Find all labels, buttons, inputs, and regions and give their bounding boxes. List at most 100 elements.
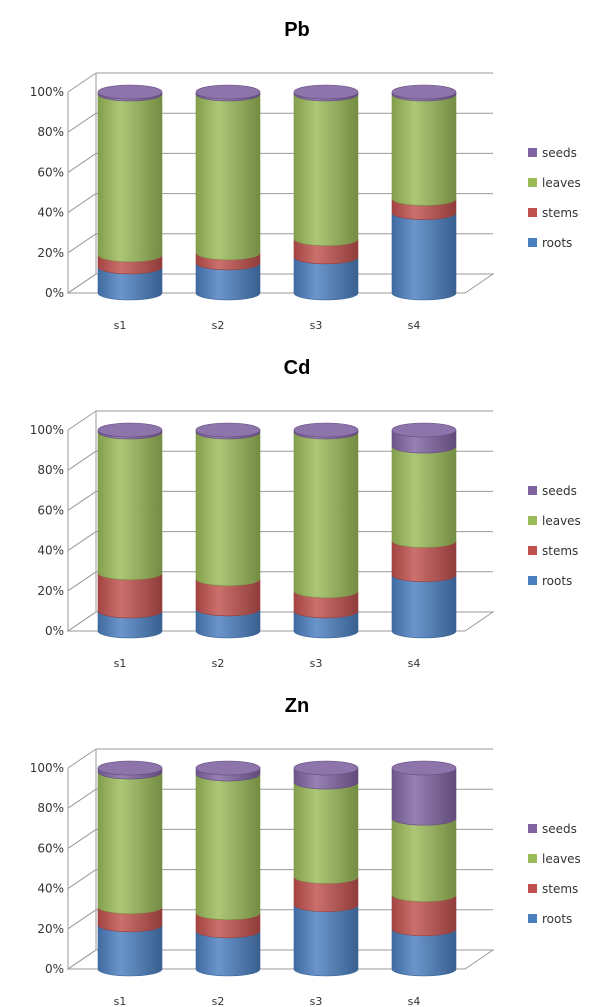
bar-top-s1	[97, 760, 163, 776]
bar-top-s1	[97, 84, 163, 100]
bar-segment-leaves-s4	[391, 93, 457, 206]
bar-segment-leaves-s4	[391, 818, 457, 902]
bar-segment-roots-s3	[293, 904, 359, 977]
gridline-side	[67, 531, 97, 552]
bar-segment-seeds-s4	[391, 767, 457, 826]
bar-segment-leaves-s3	[293, 781, 359, 884]
legend-label-roots: roots	[542, 236, 572, 250]
x-tick-label: s3	[310, 319, 323, 332]
legend-label-stems: stems	[542, 206, 578, 220]
y-tick-label: 40%	[37, 206, 64, 220]
bar-top-s2	[195, 84, 261, 100]
y-tick-label: 100%	[30, 423, 64, 437]
y-tick-label: 20%	[37, 922, 64, 936]
y-tick-label: 80%	[37, 801, 64, 815]
legend-label-seeds: seeds	[542, 822, 577, 836]
chart-panel-zn: Zn 0% 20% 40% 60% 80% 100% s1 s2 s3 s4 seeds leaves s…	[30, 695, 581, 1007]
legend-label-leaves: leaves	[542, 852, 581, 866]
legend-swatch-seeds	[528, 148, 537, 157]
gridline-side	[67, 193, 97, 214]
x-tick-label: s1	[114, 657, 127, 670]
bar-segment-roots-s1	[97, 924, 163, 977]
x-tick-label: s3	[310, 657, 323, 670]
x-tick-label: s2	[212, 657, 225, 670]
bar-segment-roots-s4	[391, 574, 457, 639]
gridline-side	[67, 152, 97, 173]
y-tick-label: 20%	[37, 584, 64, 598]
bar-top-s1	[97, 422, 163, 438]
bar-segment-leaves-s1	[97, 93, 163, 263]
gridline-side	[67, 748, 97, 769]
legend-swatch-leaves	[528, 516, 537, 525]
y-tick-label: 20%	[37, 246, 64, 260]
legend-label-seeds: seeds	[542, 146, 577, 160]
chart-title: Zn	[285, 695, 309, 717]
y-tick-label: 40%	[37, 544, 64, 558]
legend-swatch-stems	[528, 546, 537, 555]
x-tick-label: s4	[408, 319, 421, 332]
gridline-side	[67, 909, 97, 930]
bar-segment-leaves-s3	[293, 93, 359, 247]
x-tick-label: s3	[310, 995, 323, 1007]
legend-swatch-seeds	[528, 824, 537, 833]
chart-panel-cd: Cd 0% 20% 40% 60% 80% 100% s1 s2 s3 s4 seeds leaves s…	[30, 357, 581, 670]
bar-top-s4	[391, 760, 457, 776]
y-tick-label: 40%	[37, 882, 64, 896]
bar-segment-leaves-s2	[195, 93, 261, 261]
x-tick-label: s2	[212, 319, 225, 332]
x-tick-label: s2	[212, 995, 225, 1007]
bar-top-s3	[293, 84, 359, 100]
legend-label-roots: roots	[542, 912, 572, 926]
bar-top-s4	[391, 422, 457, 438]
y-tick-label: 100%	[30, 85, 64, 99]
chart-title: Cd	[284, 357, 311, 379]
bar-top-s2	[195, 422, 261, 438]
bar-segment-roots-s4	[391, 212, 457, 301]
legend-label-leaves: leaves	[542, 514, 581, 528]
legend-label-stems: stems	[542, 882, 578, 896]
legend-swatch-leaves	[528, 854, 537, 863]
gridline-side	[67, 828, 97, 849]
bar-segment-leaves-s1	[97, 431, 163, 581]
bar-segment-leaves-s4	[391, 446, 457, 548]
legend-swatch-roots	[528, 238, 537, 247]
gridline-side	[67, 788, 97, 809]
legend-swatch-stems	[528, 208, 537, 217]
gridline-side	[67, 72, 97, 93]
chart-panel-pb: Pb 0% 20% 40% 60% 80% 100% s1 s2 s3 s4 seeds leaves s…	[30, 19, 581, 332]
y-tick-label: 80%	[37, 125, 64, 139]
bar-segment-leaves-s3	[293, 431, 359, 599]
x-tick-label: s4	[408, 657, 421, 670]
legend-label-seeds: seeds	[542, 484, 577, 498]
legend-label-stems: stems	[542, 544, 578, 558]
bar-segment-leaves-s1	[97, 771, 163, 914]
legend-label-roots: roots	[542, 574, 572, 588]
x-tick-label: s4	[408, 995, 421, 1007]
gridline-side	[67, 450, 97, 471]
gridline-side	[67, 233, 97, 254]
bar-top-s4	[391, 84, 457, 100]
y-tick-label: 60%	[37, 165, 64, 179]
legend-swatch-roots	[528, 576, 537, 585]
gridline-side	[67, 112, 97, 133]
x-tick-label: s1	[114, 995, 127, 1007]
y-tick-label: 60%	[37, 503, 64, 517]
bar-top-s3	[293, 422, 359, 438]
bar-top-s2	[195, 760, 261, 776]
legend-swatch-roots	[528, 914, 537, 923]
gridline-side	[67, 490, 97, 511]
bar-segment-leaves-s2	[195, 773, 261, 921]
gridline-side	[67, 571, 97, 592]
gridline-side	[67, 869, 97, 890]
y-tick-label: 0%	[45, 962, 64, 976]
y-tick-label: 60%	[37, 841, 64, 855]
x-tick-label: s1	[114, 319, 127, 332]
bar-top-s3	[293, 760, 359, 776]
y-tick-label: 80%	[37, 463, 64, 477]
legend-swatch-leaves	[528, 178, 537, 187]
gridline-side	[67, 410, 97, 431]
y-tick-label: 100%	[30, 761, 64, 775]
legend-label-leaves: leaves	[542, 176, 581, 190]
